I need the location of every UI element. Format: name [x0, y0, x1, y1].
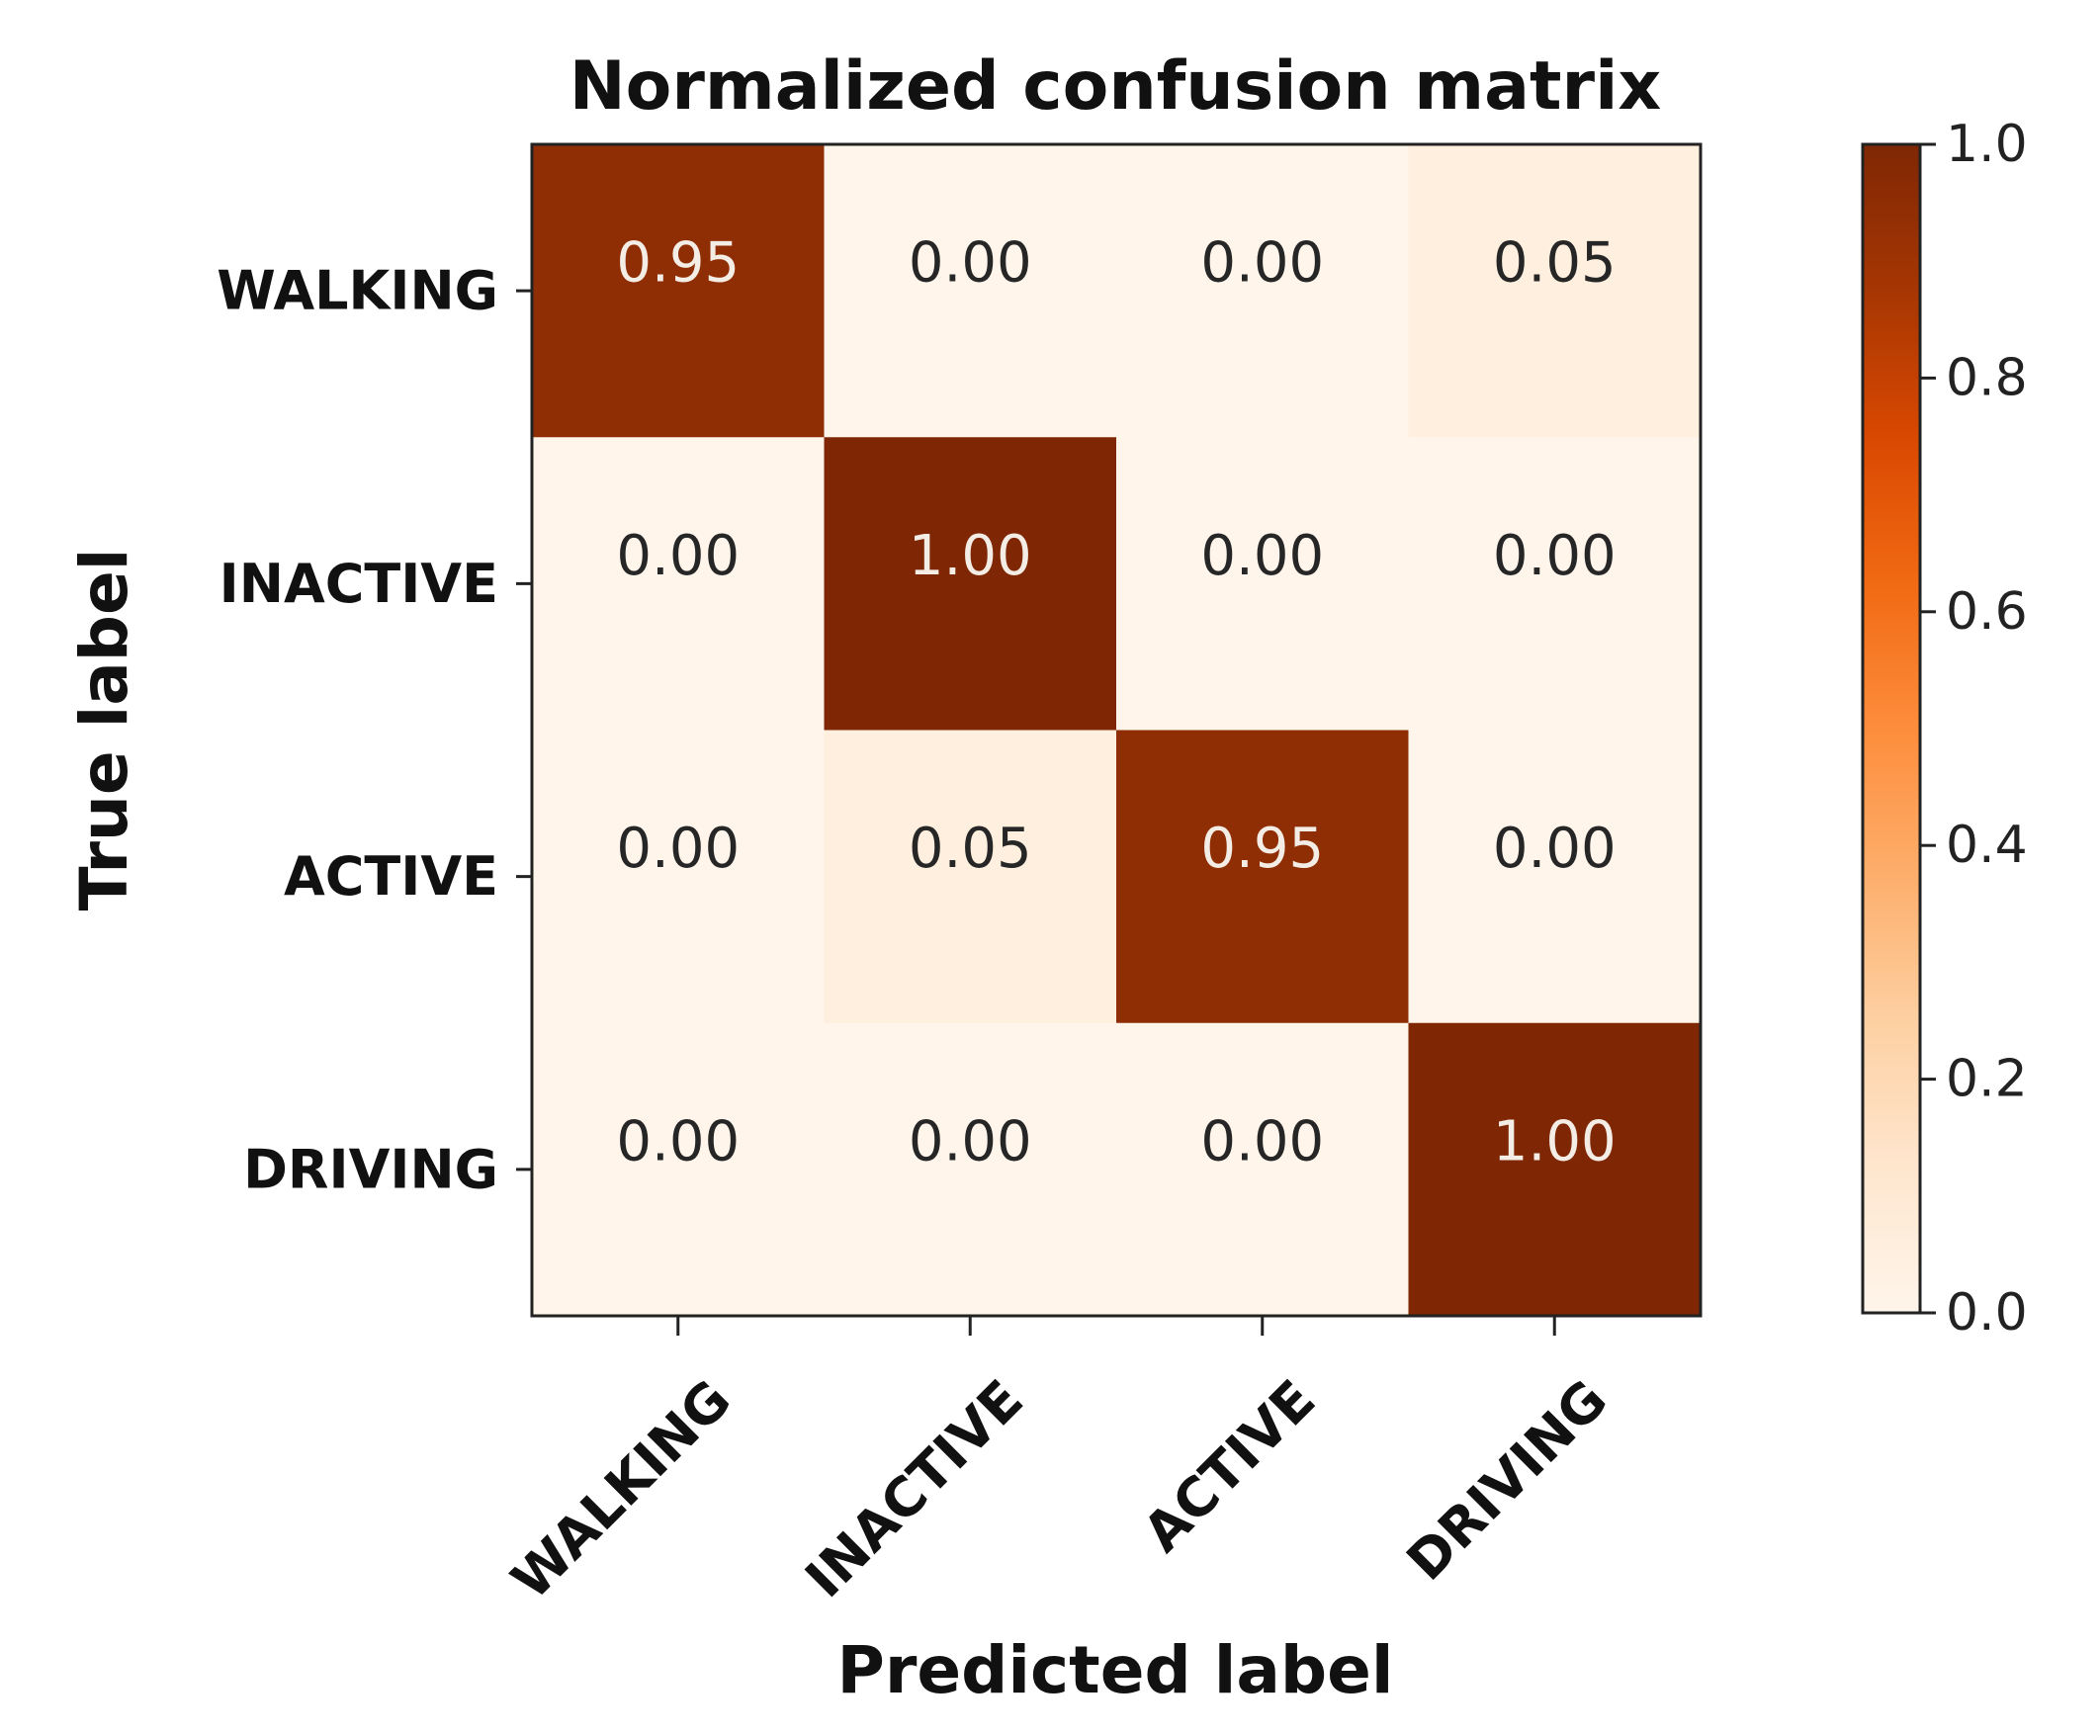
matrix-cell [1408, 437, 1702, 732]
x-tick-label: WALKING [499, 1368, 743, 1611]
matrix-cell [532, 1022, 826, 1317]
cell-value-label: 0.95 [616, 231, 740, 296]
chart-title: Normalized confusion matrix [569, 47, 1662, 126]
cell-value-label: 0.00 [1200, 1109, 1324, 1173]
colorbar-ticks: 0.0 0.2 0.4 0.6 0.8 1.0 [1920, 115, 2028, 1343]
matrix-cell [532, 730, 826, 1024]
cell-value-label: 0.00 [1200, 231, 1324, 296]
x-axis-ticks: WALKING INACTIVE ACTIVE DRIVING [499, 1316, 1619, 1611]
cell-value-label: 0.00 [1493, 524, 1617, 588]
colorbar-tick-label: 0.8 [1946, 348, 2028, 407]
colorbar-tick-label: 1.0 [1946, 115, 2028, 174]
cell-value-label: 0.00 [616, 817, 740, 881]
y-tick-label: WALKING [217, 260, 498, 322]
matrix-cell [1116, 437, 1410, 732]
matrix-cell [1408, 144, 1702, 438]
cell-value-label: 0.00 [909, 231, 1032, 296]
matrix-cell [824, 437, 1117, 732]
y-axis-ticks: WALKING INACTIVE ACTIVE DRIVING [217, 260, 532, 1200]
matrix-cell [532, 437, 826, 732]
cell-value-label: 0.00 [1493, 817, 1617, 881]
colorbar-tick-label: 0.4 [1946, 816, 2028, 875]
matrix-cell [824, 730, 1117, 1024]
cell-value-label: 0.00 [616, 524, 740, 588]
matrix-cell [824, 1022, 1117, 1317]
colorbar-tick-label: 0.0 [1946, 1283, 2028, 1343]
colorbar [1861, 142, 1922, 1315]
matrix-cell [1116, 144, 1410, 438]
matrix-cell [1116, 1022, 1410, 1317]
cell-value-label: 0.05 [909, 817, 1032, 881]
y-tick-label: DRIVING [243, 1138, 498, 1200]
matrix-cell [1408, 1022, 1702, 1317]
cell-value-label: 0.00 [1200, 524, 1324, 588]
x-axis-label: Predicted label [837, 1632, 1394, 1708]
cell-value-label: 0.00 [909, 1109, 1032, 1173]
matrix-cell [1408, 730, 1702, 1024]
x-tick-label: DRIVING [1395, 1368, 1619, 1593]
matrix-cells: 0.95 0.00 0.00 0.05 0.00 1.00 0.00 0.00 0.00 0.05… [532, 144, 1702, 1317]
cell-value-label: 1.00 [1493, 1109, 1617, 1173]
matrix-cell [824, 144, 1117, 438]
matrix-cell [1116, 730, 1410, 1024]
colorbar-tick-label: 0.2 [1946, 1050, 2028, 1109]
x-tick-label: ACTIVE [1131, 1368, 1327, 1564]
y-axis-label: True label [66, 549, 142, 911]
y-tick-label: INACTIVE [219, 553, 498, 615]
y-tick-label: ACTIVE [284, 845, 498, 908]
cell-value-label: 0.95 [1200, 817, 1324, 881]
x-tick-label: INACTIVE [794, 1368, 1035, 1609]
matrix-frame [530, 142, 1703, 1318]
matrix-cell [532, 144, 826, 438]
cell-value-label: 0.00 [616, 1109, 740, 1173]
colorbar-tick-label: 0.6 [1946, 582, 2028, 642]
cell-value-label: 0.05 [1493, 231, 1617, 296]
cell-value-label: 1.00 [909, 524, 1032, 588]
